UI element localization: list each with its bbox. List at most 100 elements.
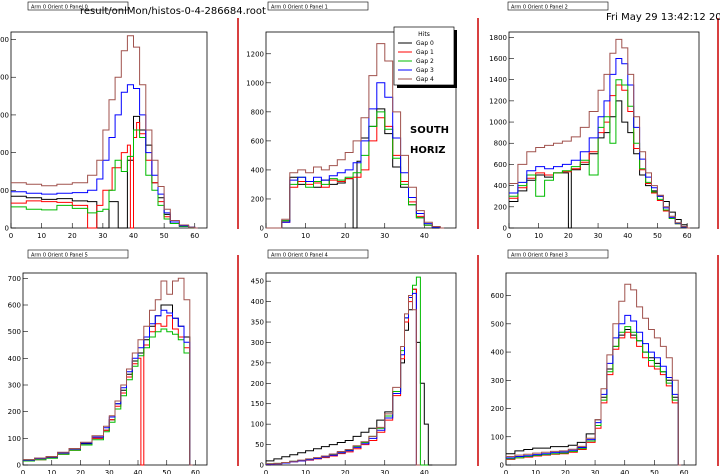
panel-title: Arm 0 Orient 0 Panel 1 [271,5,328,11]
y-tick-label: 400 [494,182,507,190]
x-tick-label: 20 [68,232,77,240]
x-tick-label: 40 [134,469,143,474]
y-tick-label: 800 [251,108,264,116]
x-tick-label: 50 [162,469,171,474]
panel-title: Arm 0 Orient 0 Panel 4 [271,253,328,259]
y-tick-label: 600 [494,161,507,169]
panel-title: Arm 0 Orient 0 Panel 5 [31,253,88,259]
y-tick-label: 1200 [246,50,264,58]
x-tick-label: 30 [105,469,114,474]
y-tick-label: 100 [8,435,21,443]
series-gap-4 [11,35,198,229]
x-tick-label: 20 [564,232,573,240]
y-tick-label: 150 [251,400,264,408]
y-tick-label: 0 [503,225,507,233]
y-tick-label: 300 [491,377,504,385]
y-tick-label: 600 [491,292,504,300]
panel-title-box [507,1,609,11]
panel-title: Arm 0 Orient 0 Panel 2 [511,5,568,11]
y-tick-label: 2500 [0,36,9,44]
chart-panel-5: Arm 0 Orient 0 Panel 30 10 20 30 40 50 6001002… [491,249,719,474]
series-gap-2 [506,326,682,466]
y-tick-label: 500 [8,328,21,336]
x-tick-label: 10 [47,469,56,474]
chart-panel-4: Arm 0 Orient 0 Panel 40 10 20 30 40050100150… [251,249,479,474]
series-gap-4 [506,283,682,466]
panel-title-box [267,1,369,11]
panel-title: Arm 0 Orient 0 Panel 3 [511,253,568,259]
annotation-horiz: HORIZ [410,145,446,156]
x-tick-label: 0 [507,232,511,240]
annotation-south: SOUTH [410,125,449,136]
y-tick-label: 1500 [0,111,9,119]
y-tick-label: 1400 [489,76,507,84]
legend-entry: Gap 1 [416,49,434,56]
y-tick-label: 300 [8,382,21,390]
y-tick-label: 0 [260,462,264,470]
x-tick-label: 10 [37,232,46,240]
panel-title-box [27,249,129,259]
series-gap-2 [11,129,198,229]
series-gap-3 [506,314,682,466]
y-tick-label: 1000 [0,149,9,157]
y-tick-label: 200 [251,195,264,203]
x-tick-label: 40 [620,469,629,474]
y-tick-label: 450 [251,278,264,286]
y-tick-label: 0 [17,462,21,470]
y-tick-label: 1000 [489,119,507,127]
y-tick-label: 400 [251,166,264,174]
y-tick-label: 200 [251,380,264,388]
chart-panel-3: Arm 0 Orient 0 Panel 50 10 20 30 40 50 6001002… [8,249,239,474]
y-tick-label: 2000 [0,74,9,82]
x-tick-label: 20 [341,232,350,240]
plot-frame [22,272,208,466]
series-gap-4 [266,295,421,466]
y-tick-label: 1000 [246,79,264,87]
x-tick-label: 30 [380,469,389,474]
y-tick-label: 0 [5,225,9,233]
series-gap-4 [509,38,691,229]
x-tick-label: 30 [594,232,603,240]
x-tick-label: 20 [341,469,350,474]
y-tick-label: 250 [251,359,264,367]
x-tick-label: 40 [420,232,429,240]
y-tick-label: 100 [251,421,264,429]
y-tick-label: 500 [0,187,9,195]
y-tick-label: 1800 [489,34,507,42]
y-tick-label: 200 [8,408,21,416]
x-tick-label: 0 [21,469,25,474]
legend-entry: Gap 0 [416,40,434,47]
x-tick-label: 20 [561,469,570,474]
x-tick-label: 30 [591,469,600,474]
datetime-label: Fri May 29 13:42:12 2009 [606,12,720,23]
series-gap-4 [266,43,445,229]
y-tick-label: 300 [251,339,264,347]
x-tick-label: 40 [420,469,429,474]
series-gap-2 [509,79,691,229]
x-tick-label: 0 [264,469,268,474]
y-tick-label: 400 [8,355,21,363]
x-tick-label: 60 [190,232,199,240]
series-gap-3 [509,58,691,229]
legend-entry: Gap 2 [416,58,434,65]
x-tick-label: 20 [76,469,85,474]
x-tick-label: 50 [653,232,662,240]
x-tick-label: 60 [683,232,692,240]
x-tick-label: 0 [504,469,508,474]
x-tick-label: 10 [301,232,310,240]
y-tick-label: 100 [491,433,504,441]
x-tick-label: 10 [301,469,310,474]
y-tick-label: 800 [494,140,507,148]
panel-title-box [267,249,369,259]
panel-title-box [507,249,609,259]
y-tick-label: 400 [251,298,264,306]
chart-panel-2: Arm 0 Orient 0 Panel 20 10 20 30 40 50 6002004… [489,1,719,240]
y-tick-label: 600 [251,137,264,145]
legend-title: Hits [418,31,430,38]
file-path-label: result/onlMon/histos-0-4-286684.root [80,6,266,17]
x-tick-label: 60 [680,469,689,474]
x-tick-label: 30 [380,232,389,240]
legend-entry: Gap 4 [416,76,434,83]
series-gap-4 [23,277,193,466]
